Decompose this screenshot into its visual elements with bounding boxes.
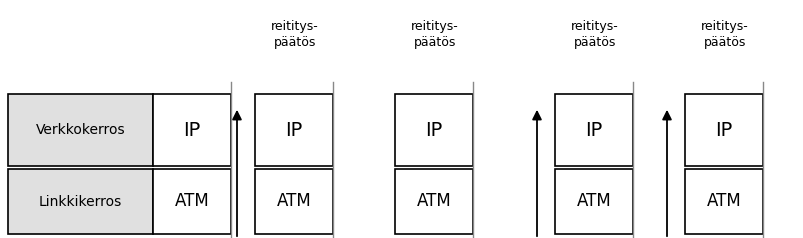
Bar	[684, 94, 762, 166]
Text: ATM: ATM	[416, 193, 450, 210]
Text: reititys-
päätös: reititys- päätös	[410, 20, 459, 49]
Text: ATM: ATM	[174, 193, 209, 210]
Bar	[554, 94, 632, 166]
Text: ATM: ATM	[276, 193, 311, 210]
Text: IP: IP	[183, 120, 201, 139]
Bar	[554, 169, 632, 234]
Bar	[684, 169, 762, 234]
Text: ATM: ATM	[706, 193, 740, 210]
Bar	[153, 169, 230, 234]
Bar	[255, 94, 332, 166]
Text: reititys-
päätös: reititys- päätös	[271, 20, 319, 49]
Bar	[153, 94, 230, 166]
Bar	[8, 169, 153, 234]
Bar	[394, 169, 472, 234]
Text: IP: IP	[285, 120, 302, 139]
Bar	[255, 169, 332, 234]
Text: ATM: ATM	[576, 193, 610, 210]
Text: Linkkikerros: Linkkikerros	[39, 194, 122, 208]
Bar	[8, 94, 153, 166]
Text: Verkkokerros: Verkkokerros	[35, 123, 125, 137]
Text: IP: IP	[585, 120, 602, 139]
Text: IP: IP	[715, 120, 732, 139]
Text: reititys-
päätös: reititys- päätös	[570, 20, 618, 49]
Text: reititys-
päätös: reititys- päätös	[700, 20, 748, 49]
Text: ...: ...	[355, 227, 372, 238]
Text: IP: IP	[425, 120, 442, 139]
Bar	[394, 94, 472, 166]
